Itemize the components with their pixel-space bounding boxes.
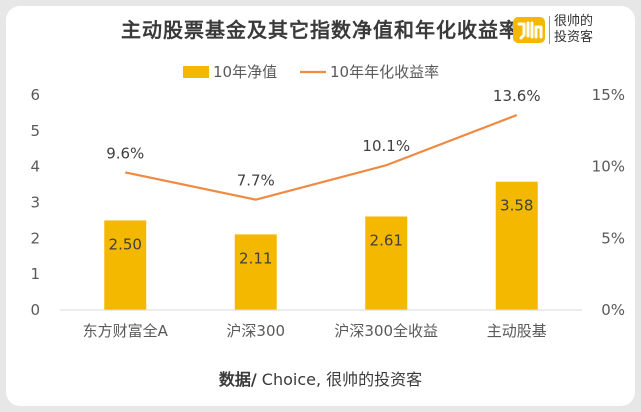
legend-bar-swatch	[183, 66, 209, 78]
source-text: Choice, 很帅的投资客	[256, 370, 423, 389]
x-tick-label: 东方财富全A	[83, 322, 169, 340]
bar-value-label: 2.61	[370, 231, 403, 249]
legend-bar-label: 10年净值	[213, 63, 277, 81]
left-tick-label: 3	[30, 194, 40, 212]
left-tick-label: 5	[30, 122, 40, 140]
bar-value-label: 2.11	[239, 249, 272, 267]
bar-series: 2.50 2.11 2.61 3.58	[104, 181, 538, 310]
x-axis: 东方财富全A 沪深300 沪深300全收益 主动股基	[60, 309, 582, 340]
logo-badge-icon	[513, 17, 545, 43]
right-axis: 0% 5% 10% 15%	[592, 86, 625, 319]
line-value-label: 9.6%	[106, 144, 144, 162]
line-value-label: 13.6%	[493, 87, 541, 105]
left-tick-label: 4	[30, 158, 40, 176]
logo-separator	[549, 16, 550, 44]
chart-title: 主动股票基金及其它指数净值和年化收益率	[121, 18, 520, 42]
left-tick-label: 1	[30, 265, 40, 283]
bar-value-label: 3.58	[500, 197, 533, 215]
line-series: 9.6% 7.7% 10.1% 13.6%	[106, 87, 541, 201]
left-tick-label: 2	[30, 229, 40, 247]
x-tick-label: 沪深300	[226, 322, 285, 340]
legend: 10年净值 10年年化收益率	[183, 63, 439, 81]
logo-line-2: 投资客	[554, 30, 594, 45]
bar	[495, 181, 538, 310]
left-tick-label: 6	[30, 86, 40, 104]
bar	[234, 234, 277, 310]
logo-line-1: 很帅的	[554, 14, 594, 29]
bar	[104, 220, 147, 310]
brand-logo: 很帅的 投资客	[512, 13, 624, 49]
source-prefix: 数据/	[218, 370, 257, 389]
bar-value-label: 2.50	[109, 235, 142, 253]
right-tick-label: 5%	[601, 229, 625, 247]
line-value-label: 10.1%	[362, 137, 410, 155]
right-tick-label: 10%	[592, 158, 625, 176]
line-path	[125, 114, 518, 201]
source-note: 数据/ Choice, 很帅的投资客	[0, 366, 641, 390]
logo-text: 很帅的 投资客	[554, 14, 593, 46]
left-tick-label: 0	[30, 301, 40, 319]
left-axis: 0 1 2 3 4 5 6	[30, 86, 40, 319]
x-tick-label: 沪深300全收益	[334, 322, 438, 340]
x-tick-label: 主动股基	[487, 322, 547, 340]
right-tick-label: 0%	[601, 301, 625, 319]
right-tick-label: 15%	[592, 86, 625, 104]
legend-line-label: 10年年化收益率	[330, 63, 439, 81]
bar	[365, 216, 408, 310]
line-value-label: 7.7%	[237, 172, 275, 190]
